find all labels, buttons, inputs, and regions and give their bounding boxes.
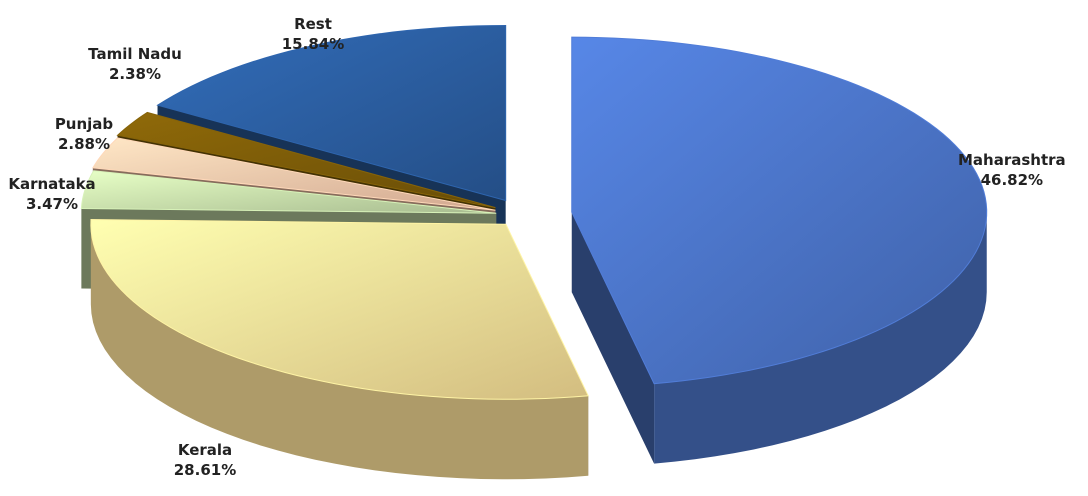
slice-name-kerala: Kerala (177, 441, 233, 459)
pie-slice-tops (80, 24, 988, 400)
slice-label-tamil-nadu: Tamil Nadu 2.38% (80, 44, 190, 84)
slice-value-punjab: 2.88% (57, 135, 111, 153)
slice-name-rest: Rest (294, 15, 332, 33)
slice-name-tamil-nadu: Tamil Nadu (88, 45, 182, 63)
slice-label-kerala: Kerala 28.61% (150, 440, 260, 480)
slice-value-rest: 15.84% (281, 35, 345, 53)
slice-label-punjab: Punjab 2.88% (46, 114, 122, 154)
slice-name-punjab: Punjab (54, 115, 114, 133)
pie-slice-rest (156, 24, 507, 202)
pie-slice-maharashtra (571, 36, 988, 385)
pie-slice-tamil-nadu (116, 111, 496, 209)
slice-name-maharashtra: Maharashtra (958, 151, 1066, 169)
slice-value-tamil-nadu: 2.38% (108, 65, 162, 83)
pie-slice-karnataka (80, 170, 497, 214)
pie-slice-kerala (90, 219, 589, 400)
slice-value-maharashtra: 46.82% (980, 171, 1044, 189)
slice-name-karnataka: Karnataka (8, 175, 96, 193)
slice-label-rest: Rest 15.84% (270, 14, 356, 54)
slice-label-maharashtra: Maharashtra 46.82% (958, 150, 1066, 190)
pie-slice-punjab (92, 137, 496, 211)
slice-outer-side-maharashtra-0 (654, 212, 987, 464)
slice-label-karnataka: Karnataka 3.47% (4, 174, 100, 214)
slice-outer-side-kerala-0 (90, 224, 589, 480)
slice-value-karnataka: 3.47% (25, 195, 79, 213)
slice-radial-side-maharashtra-1 (571, 212, 655, 464)
slice-value-kerala: 28.61% (173, 461, 237, 479)
